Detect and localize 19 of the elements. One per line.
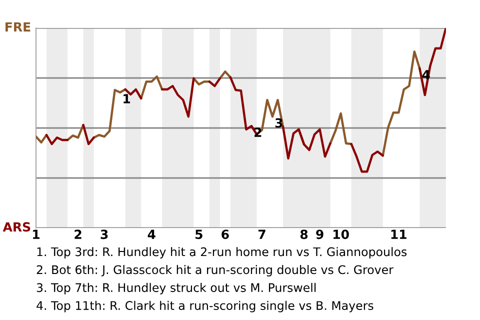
x-tick-label: 10 bbox=[334, 230, 349, 240]
text: ARS bbox=[2, 222, 30, 232]
annotation: 2 bbox=[254, 128, 262, 137]
annotation: 1 bbox=[124, 94, 130, 104]
x-tick-label: 8 bbox=[300, 230, 308, 240]
x-tick-label: 6 bbox=[222, 230, 229, 240]
x-tick-label: 4 bbox=[148, 230, 156, 239]
x-tick-label: 1 bbox=[33, 230, 40, 239]
text: FRE bbox=[6, 22, 30, 32]
x-tick-label: 5 bbox=[196, 230, 202, 240]
text: 1. Top 3rd: R. Hundley hit a 2-run home run vs T. Giannopoulos bbox=[37, 247, 407, 259]
text: 2. Bot 6th: J. Glasscock hit a run-scoring double vs C. Grover bbox=[36, 265, 394, 276]
x-tick-label: 11 bbox=[391, 230, 406, 239]
x-tick-label: 2 bbox=[74, 230, 82, 239]
x-tick-label: 7 bbox=[258, 230, 266, 239]
x-tick-label: 9 bbox=[316, 230, 324, 240]
text: 3. Top 7th: R. Hundley struck out vs M. Purswell bbox=[36, 282, 316, 294]
text: 4. Top 11th: R. Clark hit a run-scoring single vs B. Mayers bbox=[36, 300, 374, 312]
x-tick-label: 3 bbox=[100, 230, 108, 240]
